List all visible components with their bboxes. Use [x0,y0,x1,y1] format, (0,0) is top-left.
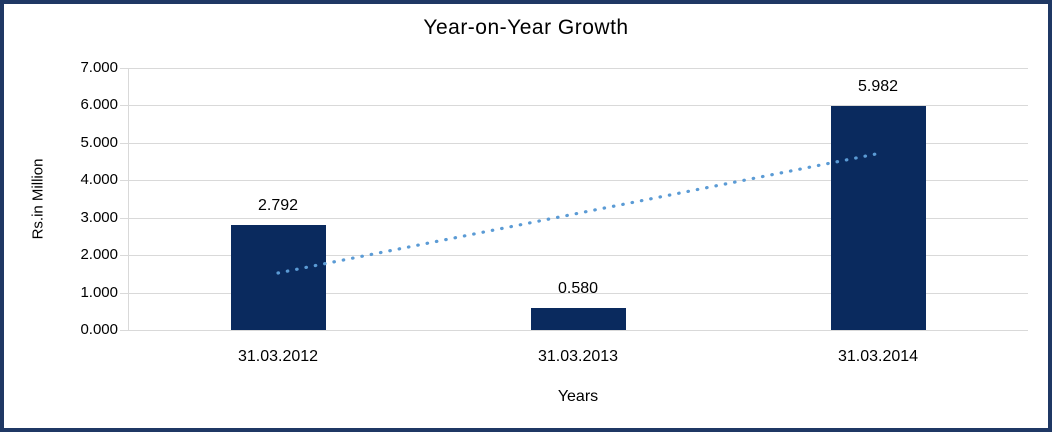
bar-value-label: 0.580 [557,280,599,298]
y-axis-tick-label: 5.000 [80,133,118,151]
gridline-horizontal [128,217,1028,219]
bar-31.03.2012 [230,225,326,330]
bar-value-label: 2.792 [257,197,299,215]
y-axis-line [128,68,129,331]
gridline-horizontal [128,105,1028,107]
y-axis-tick [120,105,128,107]
x-axis-category-label: 31.03.2014 [837,348,919,365]
y-axis-tick [120,330,128,331]
y-axis-tick-label: 3.000 [80,208,118,226]
y-axis-tick-label: 6.000 [80,96,118,114]
x-axis-category-label: 31.03.2012 [237,348,319,365]
gridline-horizontal [128,292,1028,294]
gridline-horizontal [128,330,1028,331]
y-axis-tick [120,217,128,219]
chart-title: Year-on-Year Growth [423,16,629,39]
trendline-dotted-line [276,151,880,275]
trendline [276,151,880,275]
y-axis-tick-label: 1.000 [80,283,118,301]
x-axis-title: Years [557,388,599,405]
gridline-horizontal [128,142,1028,144]
y-axis-tick-label: 4.000 [80,171,118,189]
y-axis-tick [120,292,128,294]
y-axis-tick [120,180,128,182]
plot-area [128,68,1028,331]
bar-31.03.2013 [530,308,626,330]
y-axis-tick [120,68,128,69]
gridline-horizontal [128,255,1028,257]
y-axis-tick-label: 0.000 [80,321,118,338]
bar-31.03.2014 [830,106,926,330]
y-axis-tick [120,255,128,257]
x-axis-category-label: 31.03.2013 [537,348,619,365]
y-axis-tick-label: 2.000 [80,246,118,264]
y-axis-tick-label: 7.000 [80,59,118,76]
gridline-horizontal [128,68,1028,69]
gridline-horizontal [128,180,1028,182]
y-axis-tick [120,142,128,144]
bar-value-label: 5.982 [857,78,899,96]
